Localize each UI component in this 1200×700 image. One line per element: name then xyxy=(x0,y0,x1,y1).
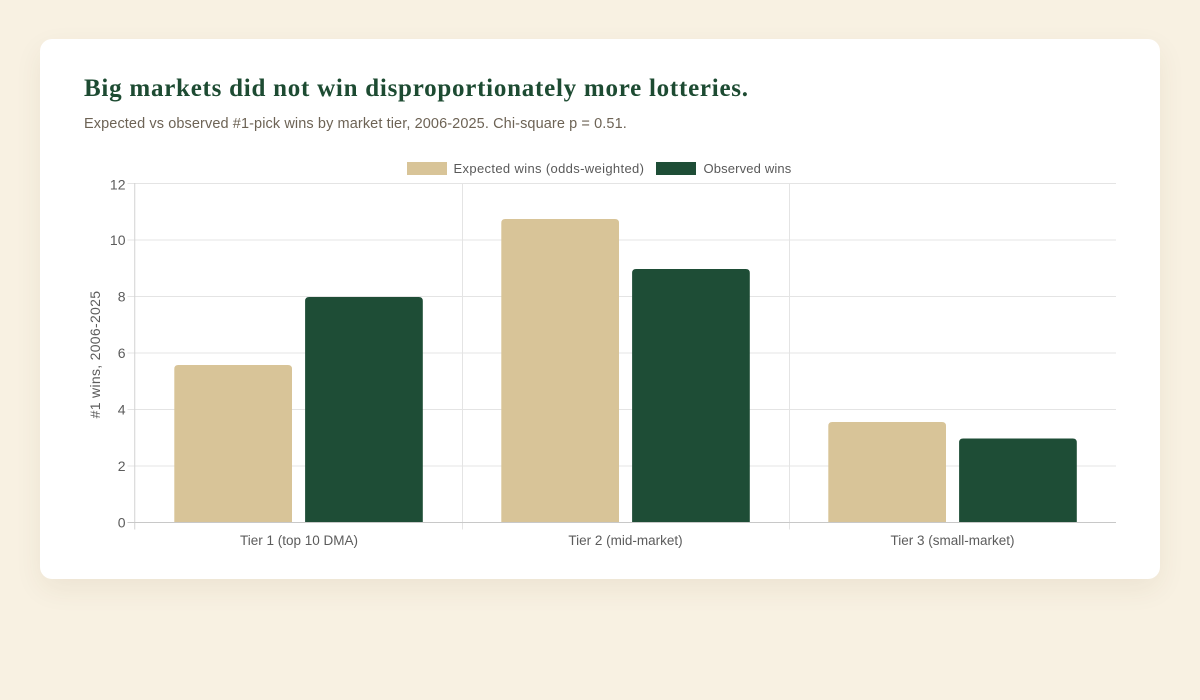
svg-text:4: 4 xyxy=(118,402,126,418)
svg-text:6: 6 xyxy=(118,345,126,361)
svg-text:10: 10 xyxy=(110,232,126,248)
svg-text:12: 12 xyxy=(110,177,126,193)
svg-text:Tier 2 (mid-market): Tier 2 (mid-market) xyxy=(568,533,682,548)
svg-text:Tier 3 (small-market): Tier 3 (small-market) xyxy=(890,533,1014,548)
svg-text:2: 2 xyxy=(118,458,126,474)
svg-text:#1 wins, 2006-2025: #1 wins, 2006-2025 xyxy=(87,291,103,419)
svg-text:0: 0 xyxy=(118,515,126,531)
svg-text:Observed wins: Observed wins xyxy=(704,161,792,176)
svg-text:8: 8 xyxy=(118,289,126,305)
svg-text:Expected wins (odds-weighted): Expected wins (odds-weighted) xyxy=(454,161,645,176)
svg-text:Tier 1 (top 10 DMA): Tier 1 (top 10 DMA) xyxy=(240,533,358,548)
